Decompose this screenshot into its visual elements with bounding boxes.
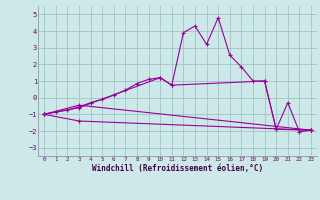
X-axis label: Windchill (Refroidissement éolien,°C): Windchill (Refroidissement éolien,°C) (92, 164, 263, 173)
